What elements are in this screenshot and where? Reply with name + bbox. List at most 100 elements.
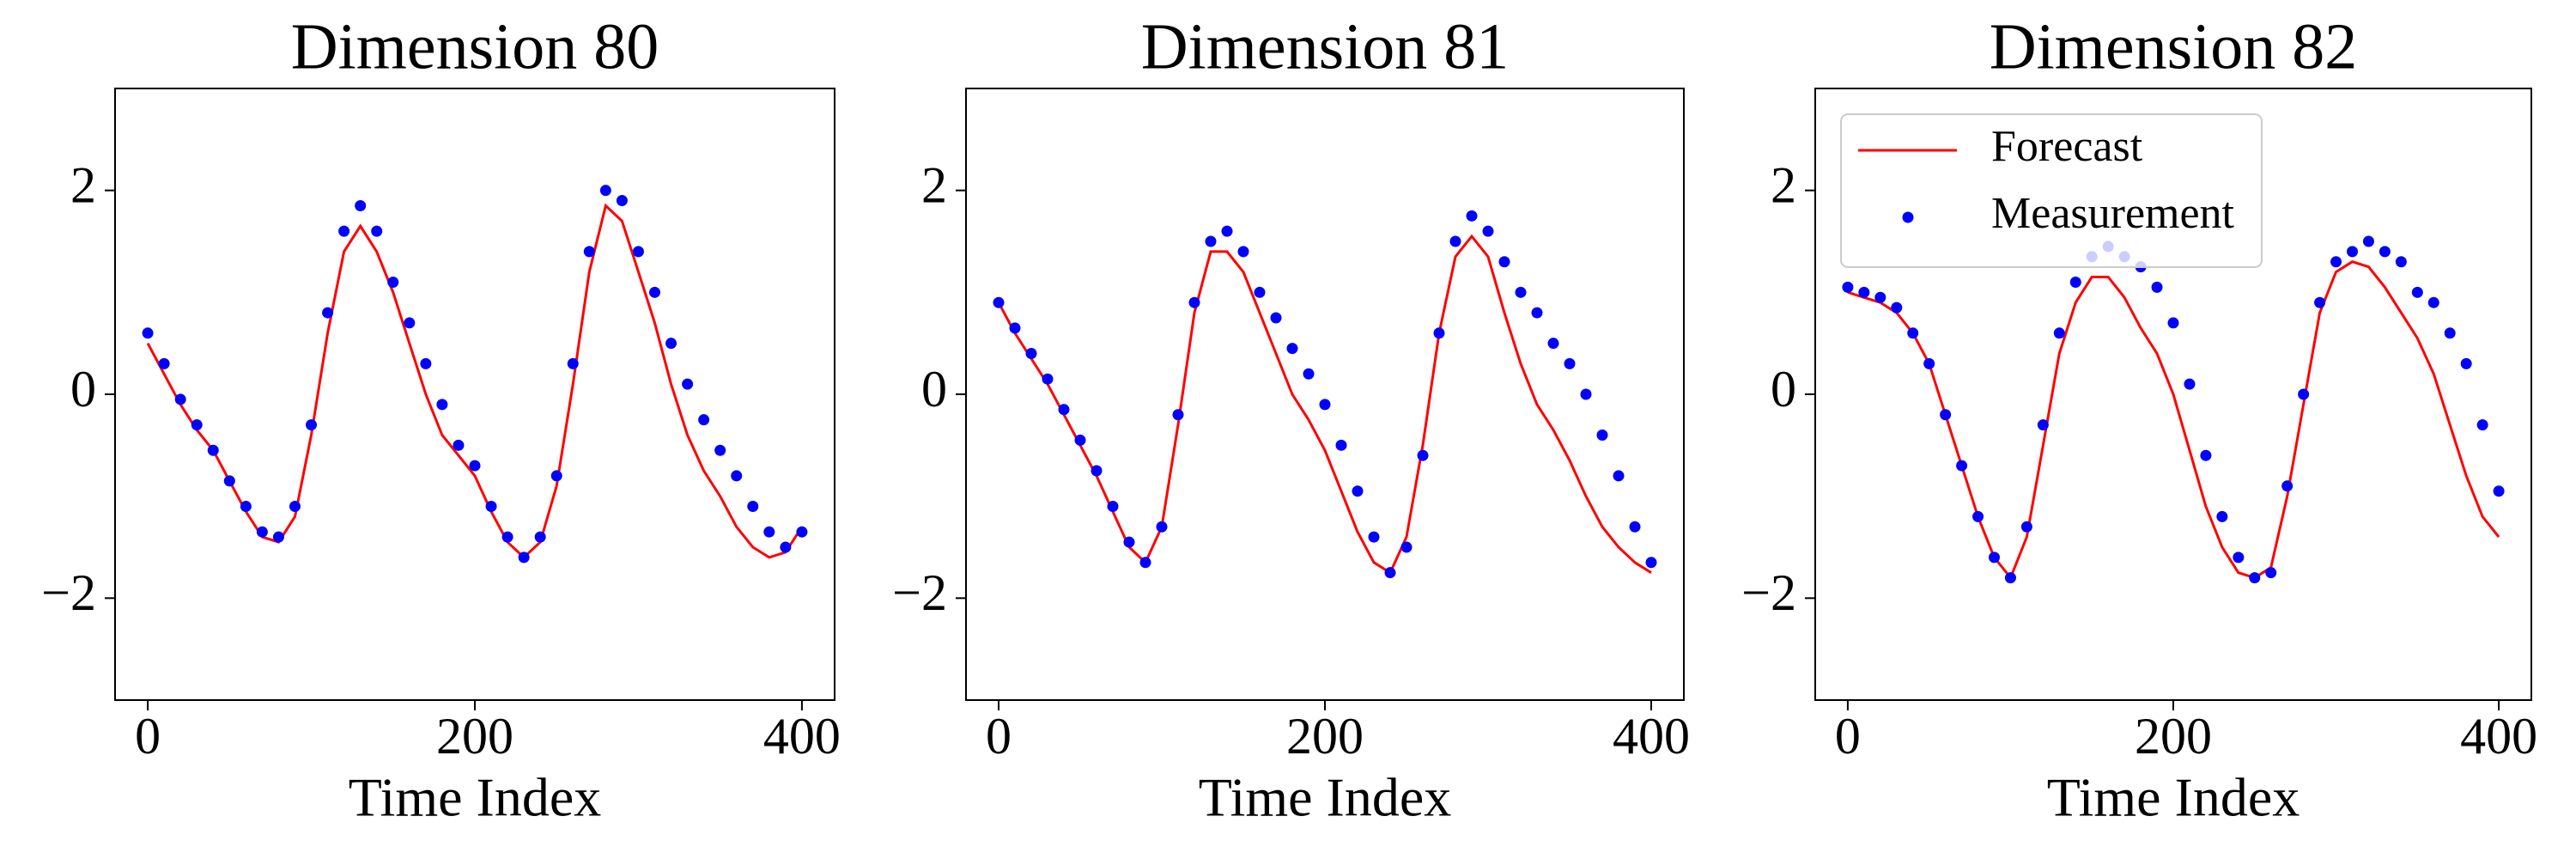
measurement-point — [469, 460, 481, 472]
y-tick-label: 0 — [1771, 361, 1796, 417]
measurement-point — [2069, 276, 2081, 288]
x-axis-label: Time Index — [2047, 767, 2300, 828]
measurement-point — [632, 246, 644, 258]
forecast-line — [146, 203, 804, 559]
measurement-point — [1303, 368, 1315, 380]
measurement-point — [174, 393, 186, 405]
measurement-point — [355, 199, 367, 211]
measurement-point — [1042, 373, 1054, 385]
measurement-point — [1058, 404, 1070, 416]
measurement-point — [1074, 434, 1086, 446]
measurement-point — [1368, 531, 1380, 543]
measurement-point — [1482, 225, 1494, 237]
measurement-point — [993, 296, 1005, 308]
measurement-point — [1091, 465, 1103, 477]
measurement-point — [256, 526, 268, 538]
measurement-point — [2314, 296, 2326, 308]
measurement-point — [240, 501, 252, 513]
measurement-point — [2151, 281, 2163, 293]
measurement-point — [1907, 327, 1919, 339]
measurement-point — [1270, 312, 1282, 324]
measurement-point — [1940, 409, 1952, 421]
x-tick-label: 200 — [2135, 708, 2212, 765]
measurement-point — [1923, 357, 1935, 369]
measurement-point — [1156, 521, 1168, 533]
x-tick-label: 400 — [1613, 708, 1690, 765]
measurement-point — [158, 357, 170, 369]
measurement-point — [1645, 557, 1657, 569]
measurement-point — [2020, 521, 2032, 533]
measurement-point — [1498, 256, 1510, 268]
measurement-point — [1009, 322, 1021, 334]
y-tick-label: −2 — [41, 564, 96, 621]
measurement-point — [322, 307, 334, 319]
measurement-point — [404, 317, 416, 329]
measurement-point — [2476, 419, 2488, 431]
measurement-point — [1237, 246, 1249, 258]
y-tick-label: 2 — [70, 156, 96, 213]
measurement-point — [2493, 485, 2505, 497]
measurement-point — [1547, 338, 1559, 350]
measurement-point — [1891, 302, 1903, 314]
measurement-point — [796, 526, 808, 538]
measurement-point — [1515, 286, 1527, 298]
y-tick-label: −2 — [1741, 564, 1796, 621]
measurement-point — [763, 526, 775, 538]
axes-frame — [1814, 88, 2532, 701]
measurement-point — [747, 501, 759, 513]
measurement-point — [1319, 399, 1331, 411]
legend-box — [1840, 113, 2263, 268]
y-tick-label: 2 — [1771, 156, 1796, 213]
measurement-point — [142, 327, 154, 339]
measurement-point — [2037, 419, 2049, 431]
measurement-point — [2411, 286, 2423, 298]
measurement-point — [1172, 409, 1184, 421]
measurement-point — [2460, 357, 2472, 369]
measurement-point — [616, 195, 628, 207]
y-tick-label: 2 — [921, 156, 947, 213]
measurement-point — [1286, 343, 1298, 355]
chart-title: Dimension 82 — [1990, 10, 2358, 82]
measurement-point — [2444, 327, 2456, 339]
measurement-point — [2053, 327, 2065, 339]
measurement-point — [2281, 480, 2293, 492]
measurement-point — [1956, 460, 1968, 472]
measurement-point — [682, 378, 694, 390]
legend-label: Forecast — [1991, 122, 2143, 171]
measurement-point — [1188, 296, 1200, 308]
measurement-point — [1613, 470, 1625, 482]
subplot: Dimension 82 Time Index 0 200 400 −2 0 2 Forecas… — [1741, 10, 2537, 827]
measurement-point — [1139, 557, 1151, 569]
measurement-point — [207, 444, 219, 456]
measurement-point — [1466, 210, 1478, 222]
x-tick-label: 400 — [763, 708, 841, 765]
y-tick-label: 0 — [70, 361, 96, 417]
measurement-point — [2362, 235, 2374, 247]
measurement-point — [518, 551, 530, 564]
measurement-point — [1449, 235, 1461, 247]
y-tick-label: −2 — [892, 564, 947, 621]
x-tick-label: 200 — [436, 708, 513, 765]
measurement-point — [501, 531, 513, 543]
x-tick-label: 0 — [986, 708, 1012, 765]
measurement-point — [534, 531, 546, 543]
measurement-point — [2395, 256, 2407, 268]
measurement-point — [599, 185, 611, 197]
measurement-point — [2200, 449, 2212, 461]
measurement-point — [583, 246, 595, 258]
x-tick-label: 0 — [135, 708, 161, 765]
measurement-point — [649, 286, 660, 298]
measurement-point — [1254, 286, 1266, 298]
measurement-point — [1433, 327, 1445, 339]
measurement-point — [1972, 510, 1984, 522]
measurement-point — [420, 357, 432, 369]
measurement-point — [731, 470, 743, 482]
measurement-point — [1874, 291, 1886, 303]
measurement-point — [2347, 246, 2358, 258]
measurement-point — [2004, 572, 2016, 584]
measurement-point — [2298, 388, 2310, 400]
measurement-point — [1384, 567, 1396, 579]
measurement-point — [2167, 317, 2179, 329]
axes-frame — [114, 88, 835, 701]
measurement-point — [338, 225, 350, 237]
